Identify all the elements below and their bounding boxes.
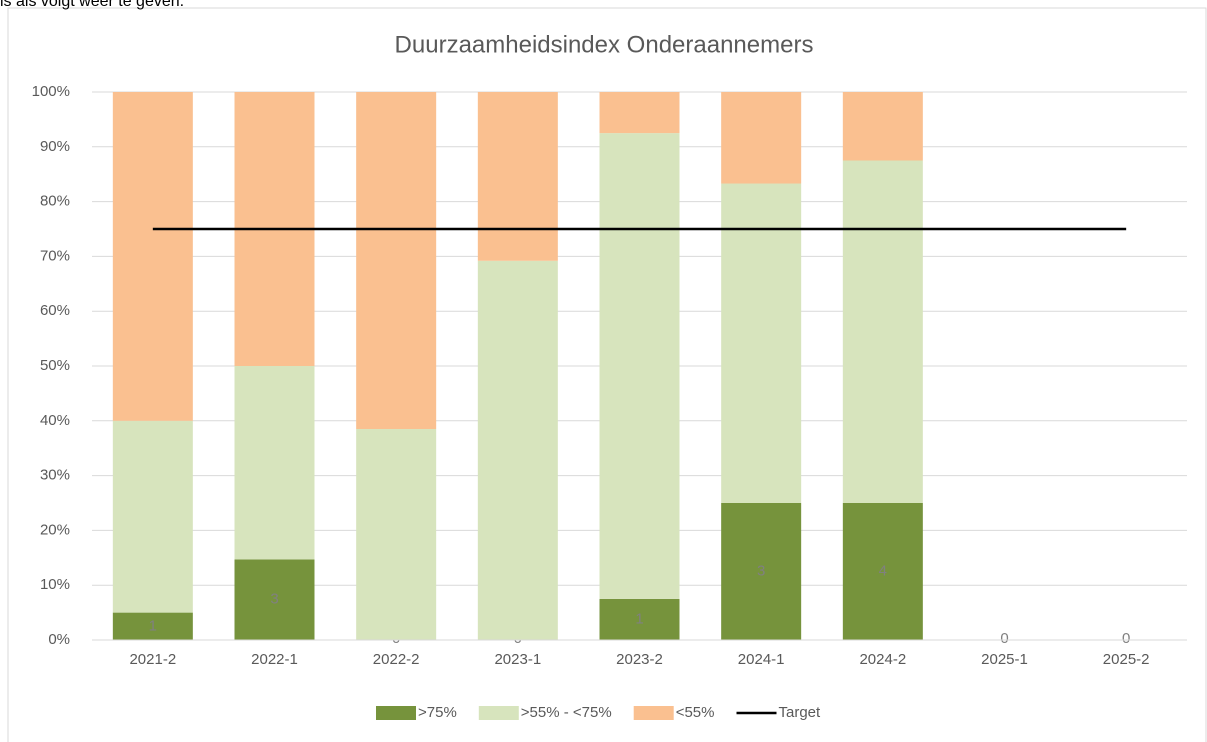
data-label: 1 xyxy=(149,617,157,634)
x-tick-label: 2024-2 xyxy=(859,651,906,668)
x-tick-label: 2023-1 xyxy=(494,651,541,668)
data-label: 3 xyxy=(757,562,765,579)
legend-swatch xyxy=(633,706,674,720)
y-tick-label: 90% xyxy=(40,138,70,155)
legend-swatch xyxy=(376,706,416,720)
y-tick-label: 30% xyxy=(40,467,70,484)
y-tick-label: 70% xyxy=(40,247,70,264)
bar-segment xyxy=(477,92,558,261)
y-tick-label: 50% xyxy=(40,357,70,374)
bar-segment xyxy=(842,160,923,503)
bar-segment xyxy=(477,260,558,640)
bar-segment xyxy=(112,612,193,640)
bar-segment xyxy=(234,559,315,640)
bar-segment xyxy=(356,92,437,430)
data-label: 1 xyxy=(635,610,643,627)
y-tick-label: 40% xyxy=(40,412,70,429)
legend-label: Target xyxy=(779,704,822,721)
x-tick-label: 2025-2 xyxy=(1103,651,1150,668)
bar-segment xyxy=(356,429,437,640)
y-tick-label: 20% xyxy=(40,521,70,538)
bar-segment xyxy=(234,366,315,560)
bar-segment xyxy=(721,503,802,640)
legend-label: >55% - <75% xyxy=(521,704,612,721)
legend-swatch xyxy=(478,706,519,720)
bar-segment xyxy=(721,92,802,184)
x-tick-label: 2021-2 xyxy=(129,651,176,668)
legend-label: <55% xyxy=(676,704,715,721)
y-tick-label: 60% xyxy=(40,302,70,319)
bar-segment xyxy=(599,92,680,134)
data-label: 3 xyxy=(270,591,278,608)
bar-segment xyxy=(112,420,193,613)
data-label: 0 xyxy=(1122,630,1130,647)
data-label: 4 xyxy=(879,562,887,579)
bar-segment xyxy=(721,183,802,504)
x-tick-label: 2024-1 xyxy=(738,651,785,668)
y-tick-label: 0% xyxy=(48,631,70,648)
bar-segment xyxy=(112,92,193,421)
bar-segment xyxy=(842,503,923,640)
chart-title: Duurzaamheidsindex Onderaannemers xyxy=(395,31,814,58)
x-tick-label: 2025-1 xyxy=(981,651,1028,668)
x-tick-label: 2022-2 xyxy=(373,651,420,668)
page-text: is als volgt weer te geven. xyxy=(0,0,184,10)
legend-label: >75% xyxy=(418,704,457,721)
bar-segment xyxy=(599,133,680,599)
bar-segment xyxy=(599,598,680,640)
x-tick-label: 2022-1 xyxy=(251,651,298,668)
y-tick-label: 10% xyxy=(40,576,70,593)
bar-segment xyxy=(842,92,923,161)
y-tick-label: 100% xyxy=(32,83,70,100)
data-label: 0 xyxy=(1000,630,1008,647)
x-tick-label: 2023-2 xyxy=(616,651,663,668)
y-tick-label: 80% xyxy=(40,193,70,210)
